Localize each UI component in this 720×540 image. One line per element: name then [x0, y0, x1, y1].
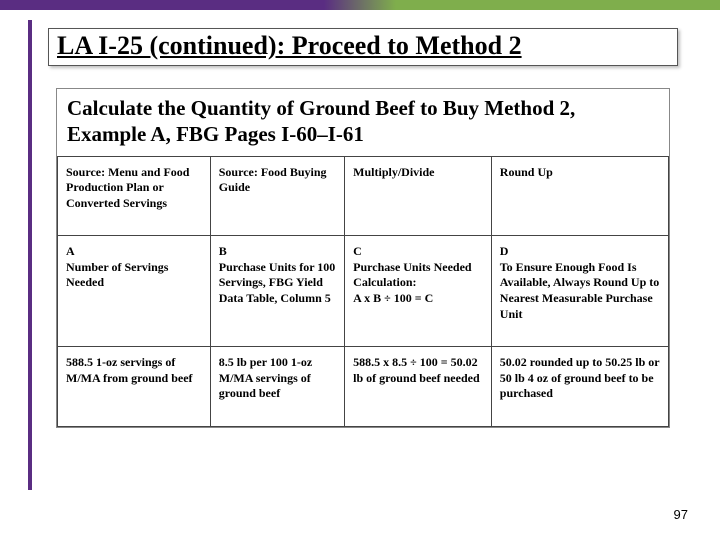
table-cell: ANumber of Servings Needed [58, 236, 211, 347]
table-cell: CPurchase Units NeededCalculation:A x B … [345, 236, 492, 347]
table-cell: Source: Menu and Food Production Plan or… [58, 156, 211, 236]
page-number: 97 [674, 507, 688, 522]
title-box: LA I-25 (continued): Proceed to Method 2 [48, 28, 678, 66]
table-cell: 588.5 x 8.5 ÷ 100 = 50.02 lb of ground b… [345, 347, 492, 427]
table-cell: BPurchase Units for 100 Servings, FBG Yi… [210, 236, 344, 347]
table-cell: 50.02 rounded up to 50.25 lb or 50 lb 4 … [491, 347, 668, 427]
content-box: Calculate the Quantity of Ground Beef to… [56, 88, 670, 428]
table-cell: Source: Food Buying Guide [210, 156, 344, 236]
subtitle: Calculate the Quantity of Ground Beef to… [57, 89, 669, 156]
method-table: Source: Menu and Food Production Plan or… [57, 156, 669, 428]
left-vertical-bar [28, 20, 32, 490]
table-cell: Round Up [491, 156, 668, 236]
top-accent-bar [0, 0, 720, 10]
table-row: 588.5 1-oz servings of M/MA from ground … [58, 347, 669, 427]
table-cell: DTo Ensure Enough Food Is Available, Alw… [491, 236, 668, 347]
table-row: Source: Menu and Food Production Plan or… [58, 156, 669, 236]
table-row: ANumber of Servings Needed BPurchase Uni… [58, 236, 669, 347]
table-cell: 588.5 1-oz servings of M/MA from ground … [58, 347, 211, 427]
table-cell: Multiply/Divide [345, 156, 492, 236]
page-title: LA I-25 (continued): Proceed to Method 2 [57, 31, 669, 61]
table-cell: 8.5 lb per 100 1-oz M/MA servings of gro… [210, 347, 344, 427]
